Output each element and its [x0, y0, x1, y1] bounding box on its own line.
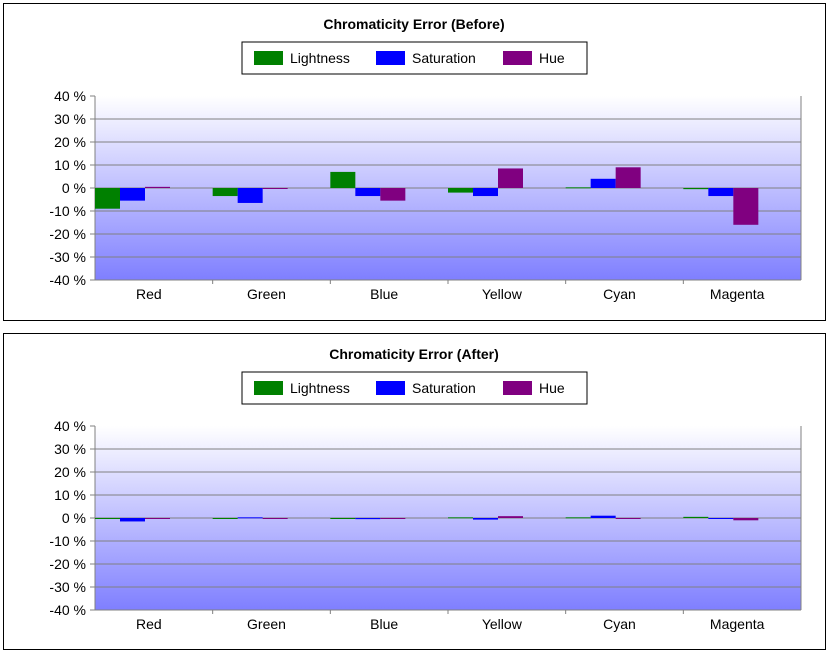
bar-hue-magenta: [733, 188, 759, 225]
x-tick-label-green: Green: [247, 286, 286, 302]
y-tick-label: -10 %: [49, 203, 86, 219]
x-tick-label-yellow: Yellow: [482, 616, 523, 632]
x-tick-label-yellow: Yellow: [482, 286, 523, 302]
bar-lightness-green: [212, 188, 238, 197]
legend-swatch-hue: [503, 381, 532, 395]
bar-hue-red: [145, 186, 170, 188]
bar-saturation-magenta: [708, 188, 734, 197]
y-tick-label: 40 %: [54, 418, 86, 434]
bar-saturation-blue: [355, 188, 381, 197]
bar-saturation-blue: [355, 518, 381, 520]
y-tick-label: 20 %: [54, 464, 86, 480]
x-tick-label-magenta: Magenta: [710, 286, 765, 302]
chart-title: Chromaticity Error (Before): [323, 16, 504, 32]
bar-lightness-magenta: [683, 516, 709, 518]
bar-saturation-red: [120, 518, 145, 522]
y-tick-label: -30 %: [49, 249, 86, 265]
bar-hue-magenta: [733, 518, 759, 521]
legend-label-saturation: Saturation: [412, 380, 476, 396]
x-tick-label-cyan: Cyan: [603, 286, 636, 302]
chart-title: Chromaticity Error (After): [329, 346, 499, 362]
bar-hue-cyan: [615, 167, 641, 188]
bar-hue-green: [262, 188, 288, 189]
bar-saturation-cyan: [590, 515, 616, 518]
bar-lightness-yellow: [448, 188, 473, 193]
x-tick-label-magenta: Magenta: [710, 616, 765, 632]
bar-lightness-magenta: [683, 188, 709, 190]
chart-after: Chromaticity Error (After) Lightness Satur…: [49, 346, 802, 632]
bar-saturation-green: [237, 188, 263, 203]
legend-swatch-saturation: [376, 51, 405, 65]
x-tick-label-green: Green: [247, 616, 286, 632]
bar-hue-blue: [380, 518, 406, 519]
y-tick-label: 40 %: [54, 88, 86, 104]
y-tick-label: 0 %: [62, 510, 86, 526]
x-tick-label-red: Red: [136, 286, 162, 302]
legend-swatch-lightness: [254, 51, 283, 65]
bar-lightness-blue: [330, 518, 356, 519]
bar-lightness-cyan: [565, 187, 591, 189]
bar-saturation-red: [120, 188, 145, 201]
y-tick-label: -40 %: [49, 272, 86, 288]
legend-label-saturation: Saturation: [412, 50, 476, 66]
y-tick-label: 10 %: [54, 487, 86, 503]
bar-lightness-cyan: [565, 517, 591, 519]
x-tick-label-blue: Blue: [370, 616, 398, 632]
y-tick-label: 30 %: [54, 111, 86, 127]
chart-panel-after: Chromaticity Error (After) Lightness Satur…: [3, 333, 826, 650]
bar-saturation-cyan: [590, 178, 616, 188]
x-tick-label-blue: Blue: [370, 286, 398, 302]
y-tick-label: 0 %: [62, 180, 86, 196]
bar-lightness-yellow: [448, 517, 473, 519]
chart-before: Chromaticity Error (Before) Lightness Satu…: [49, 16, 802, 302]
x-tick-label-cyan: Cyan: [603, 616, 636, 632]
bar-lightness-red: [95, 518, 120, 519]
bar-saturation-green: [237, 517, 263, 519]
y-tick-label: -30 %: [49, 579, 86, 595]
legend-label-lightness: Lightness: [290, 50, 350, 66]
y-tick-label: -20 %: [49, 556, 86, 572]
bar-hue-red: [145, 518, 170, 519]
legend-swatch-hue: [503, 51, 532, 65]
bar-lightness-blue: [330, 171, 356, 188]
legend-label-hue: Hue: [539, 50, 565, 66]
legend-label-hue: Hue: [539, 380, 565, 396]
x-tick-label-red: Red: [136, 616, 162, 632]
y-tick-label: -40 %: [49, 602, 86, 618]
y-tick-label: 30 %: [54, 441, 86, 457]
bar-lightness-red: [95, 188, 120, 209]
bar-hue-yellow: [498, 516, 523, 518]
y-tick-label: 10 %: [54, 157, 86, 173]
legend-swatch-saturation: [376, 381, 405, 395]
bar-lightness-green: [212, 518, 238, 519]
bar-saturation-yellow: [473, 518, 498, 520]
y-tick-label: -10 %: [49, 533, 86, 549]
y-tick-label: 20 %: [54, 134, 86, 150]
legend-label-lightness: Lightness: [290, 380, 350, 396]
bar-saturation-magenta: [708, 518, 734, 519]
bar-hue-green: [262, 518, 288, 519]
legend-swatch-lightness: [254, 381, 283, 395]
bar-hue-yellow: [498, 168, 523, 188]
bar-saturation-yellow: [473, 188, 498, 197]
bar-hue-cyan: [615, 518, 641, 519]
bar-hue-blue: [380, 188, 406, 201]
chart-panel-before: Chromaticity Error (Before) Lightness Satu…: [3, 3, 826, 321]
y-tick-label: -20 %: [49, 226, 86, 242]
